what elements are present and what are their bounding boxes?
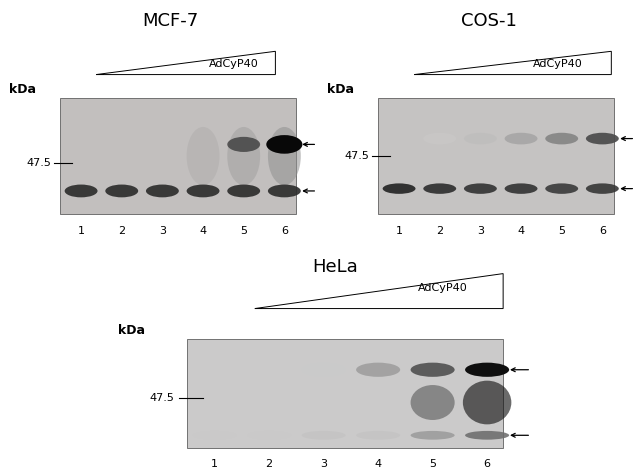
Text: 3: 3 xyxy=(159,226,166,236)
Text: MCF-7: MCF-7 xyxy=(142,12,199,30)
Text: 3: 3 xyxy=(477,226,484,236)
Ellipse shape xyxy=(146,185,179,197)
FancyBboxPatch shape xyxy=(378,98,614,214)
Ellipse shape xyxy=(356,431,400,440)
Ellipse shape xyxy=(383,183,415,194)
Ellipse shape xyxy=(301,431,346,440)
FancyBboxPatch shape xyxy=(186,339,503,448)
Text: 3: 3 xyxy=(320,459,327,469)
Ellipse shape xyxy=(301,362,346,377)
Ellipse shape xyxy=(356,362,400,377)
Ellipse shape xyxy=(106,185,138,197)
Ellipse shape xyxy=(424,133,456,144)
Ellipse shape xyxy=(268,127,301,185)
Polygon shape xyxy=(96,51,275,75)
Text: kDa: kDa xyxy=(328,83,354,95)
Text: 6: 6 xyxy=(281,226,288,236)
Text: 1: 1 xyxy=(396,226,403,236)
Ellipse shape xyxy=(411,385,455,420)
Ellipse shape xyxy=(65,185,97,197)
Ellipse shape xyxy=(186,127,219,185)
Text: kDa: kDa xyxy=(10,83,36,95)
Text: 4: 4 xyxy=(200,226,207,236)
Text: 4: 4 xyxy=(375,459,382,469)
Text: 6: 6 xyxy=(483,459,490,469)
Text: AdCyP40: AdCyP40 xyxy=(532,59,583,69)
Ellipse shape xyxy=(464,133,497,144)
Text: 5: 5 xyxy=(429,459,436,469)
Ellipse shape xyxy=(504,183,537,194)
Text: HeLa: HeLa xyxy=(312,258,357,276)
Text: AdCyP40: AdCyP40 xyxy=(209,59,258,69)
Text: AdCyP40: AdCyP40 xyxy=(418,283,468,293)
Ellipse shape xyxy=(411,431,455,440)
Text: 47.5: 47.5 xyxy=(344,151,369,161)
Text: 1: 1 xyxy=(211,459,218,469)
Ellipse shape xyxy=(586,133,619,144)
Ellipse shape xyxy=(463,380,511,424)
Text: 47.5: 47.5 xyxy=(26,158,51,168)
Text: 1: 1 xyxy=(78,226,85,236)
Text: 5: 5 xyxy=(558,226,565,236)
Ellipse shape xyxy=(193,431,237,440)
Ellipse shape xyxy=(227,127,260,185)
Ellipse shape xyxy=(266,135,303,154)
Polygon shape xyxy=(254,274,503,309)
Ellipse shape xyxy=(586,183,619,194)
Ellipse shape xyxy=(545,183,578,194)
Text: kDa: kDa xyxy=(118,324,146,337)
Text: COS-1: COS-1 xyxy=(461,12,516,30)
Ellipse shape xyxy=(465,362,509,377)
Ellipse shape xyxy=(186,185,219,197)
Ellipse shape xyxy=(411,362,455,377)
Text: 5: 5 xyxy=(240,226,247,236)
Text: 47.5: 47.5 xyxy=(149,393,174,403)
Ellipse shape xyxy=(227,137,260,152)
Ellipse shape xyxy=(545,133,578,144)
Ellipse shape xyxy=(504,133,537,144)
Text: 4: 4 xyxy=(518,226,525,236)
FancyBboxPatch shape xyxy=(60,98,296,214)
Ellipse shape xyxy=(268,185,301,197)
Text: 6: 6 xyxy=(599,226,606,236)
Text: 2: 2 xyxy=(266,459,273,469)
Ellipse shape xyxy=(424,183,456,194)
Text: 2: 2 xyxy=(436,226,443,236)
Ellipse shape xyxy=(465,431,509,440)
Ellipse shape xyxy=(247,431,291,440)
Ellipse shape xyxy=(464,183,497,194)
Text: 2: 2 xyxy=(118,226,125,236)
Polygon shape xyxy=(414,51,611,75)
Ellipse shape xyxy=(227,185,260,197)
